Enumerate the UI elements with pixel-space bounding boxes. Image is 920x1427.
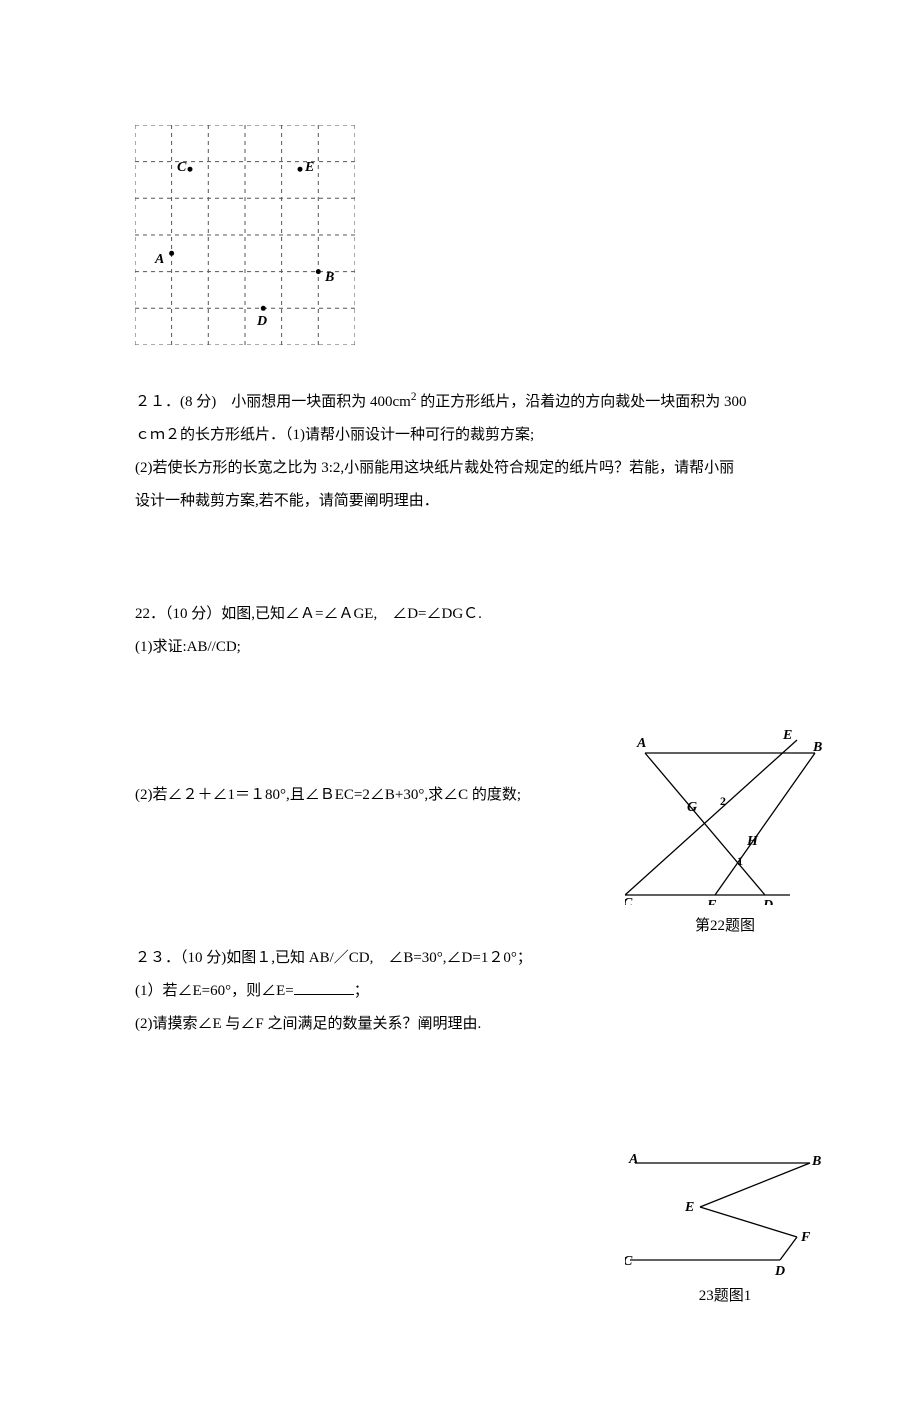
f23-c: C <box>625 1254 633 1269</box>
f22-a: A <box>636 736 646 751</box>
f23-d: D <box>774 1264 785 1275</box>
q21-line1: ２１．(8 分) 小丽想用一块面积为 400cm2 的正方形纸片，沿着边的方向裁… <box>135 385 785 419</box>
f22-c: C <box>625 896 633 905</box>
q21-line3: (2)若使长方形的长宽之比为 3:2,小丽能用这块纸片裁处符合规定的纸片吗？若能… <box>135 452 785 485</box>
f22-g: G <box>687 800 697 815</box>
f22-b: B <box>812 740 822 755</box>
grid-label-a: A <box>154 252 164 267</box>
problem-23: ２３．（10 分)如图１,已知 AB/／CD, ∠B=30°,∠D=1２0°； … <box>135 942 785 1041</box>
grid-figure: A B C D E <box>135 125 355 345</box>
q21-l1a: ２１．(8 分) 小丽想用一块面积为 400cm <box>135 394 411 410</box>
f22-f: F <box>706 898 717 905</box>
figure-23-svg: A B C D E F <box>625 1145 825 1275</box>
f23-a: A <box>628 1152 638 1167</box>
figure-22: A B C D E F G H 1 2 第22题图 <box>625 725 825 935</box>
q21-line2: ｃｍ２的长方形纸片．（1)请帮小丽设计一种可行的裁剪方案; <box>135 419 785 452</box>
grid-label-c: C <box>177 160 187 175</box>
q22-line2: (1)求证:AB//CD; <box>135 631 785 664</box>
f22-h: H <box>746 834 759 849</box>
q23-line2: (1）若∠E=60°，则∠E= ； <box>135 975 785 1008</box>
f22-2: 2 <box>720 794 726 808</box>
q21-l1b: 的正方形纸片，沿着边的方向裁处一块面积为 300 <box>416 394 746 410</box>
grid-svg: A B C D E <box>135 125 355 345</box>
f23-f: F <box>800 1230 811 1245</box>
q23-l2b: ； <box>354 983 369 999</box>
q22-line1: 22．（10 分）如图,已知∠Ａ=∠ＡGE, ∠D=∠DGＣ. <box>135 598 785 631</box>
figure-22-caption: 第22题图 <box>625 914 825 935</box>
f22-e: E <box>782 728 792 743</box>
grid-label-b: B <box>324 270 334 285</box>
q23-line1: ２３．（10 分)如图１,已知 AB/／CD, ∠B=30°,∠D=1２0°； <box>135 942 785 975</box>
grid-label-d: D <box>256 314 267 329</box>
f22-d: D <box>762 898 773 905</box>
f23-e: E <box>684 1200 694 1215</box>
q23-line3: (2)请摸索∠E 与∠F 之间满足的数量关系？阐明理由. <box>135 1008 785 1041</box>
f22-1: 1 <box>737 854 743 868</box>
q23-l2a: (1）若∠E=60°，则∠E= <box>135 983 294 999</box>
f23-b: B <box>811 1154 821 1169</box>
figure-23: A B C D E F 23题图1 <box>625 1145 825 1305</box>
q21-line4: 设计一种裁剪方案,若不能，请简要阐明理由． <box>135 485 785 518</box>
problem-21: ２１．(8 分) 小丽想用一块面积为 400cm2 的正方形纸片，沿着边的方向裁… <box>135 385 785 518</box>
grid-label-e: E <box>304 160 314 175</box>
figure-22-svg: A B C D E F G H 1 2 <box>625 725 825 905</box>
q23-blank <box>294 980 354 995</box>
